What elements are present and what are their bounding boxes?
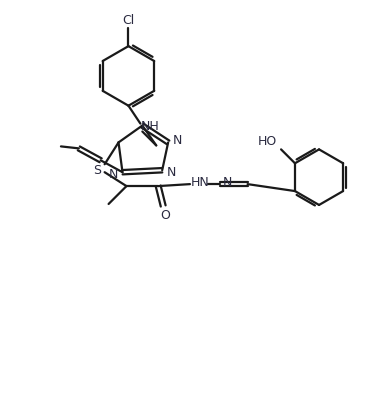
Text: O: O — [160, 209, 170, 222]
Text: N: N — [223, 176, 232, 189]
Text: N: N — [166, 166, 176, 179]
Text: HO: HO — [257, 135, 277, 148]
Text: HN: HN — [191, 176, 209, 189]
Text: N: N — [109, 168, 118, 181]
Text: N: N — [172, 134, 182, 147]
Text: NH: NH — [141, 120, 160, 133]
Text: Cl: Cl — [122, 14, 135, 27]
Text: S: S — [93, 164, 101, 177]
